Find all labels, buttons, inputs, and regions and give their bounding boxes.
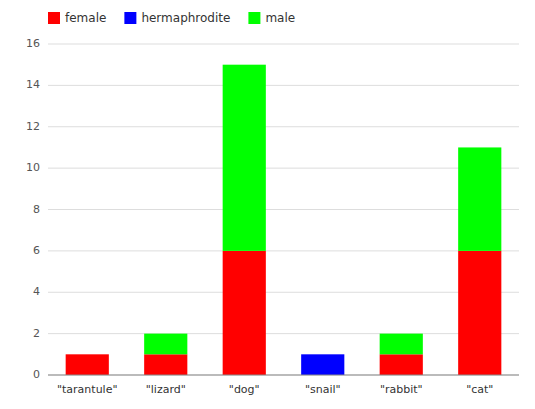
grid-line xyxy=(48,250,519,251)
chart: 0 2 4 6 8 10 12 14 16 "tarantule" "lizard" "dog" "sn… xyxy=(0,0,535,409)
bars xyxy=(66,65,502,375)
legend-label: hermaphrodite xyxy=(141,11,230,25)
bar-segment xyxy=(66,354,109,375)
y-tick-label: 0 xyxy=(33,368,40,381)
grid xyxy=(48,44,519,375)
bar-segment xyxy=(223,65,266,251)
grid-line xyxy=(48,44,519,45)
bar-segment xyxy=(458,147,501,250)
legend-swatch xyxy=(124,12,136,24)
y-tick-label: 12 xyxy=(26,120,40,133)
grid-line xyxy=(48,85,519,86)
chart-container: 0 2 4 6 8 10 12 14 16 "tarantule" "lizard" "dog" "sn… xyxy=(0,0,535,409)
grid-line xyxy=(48,168,519,169)
y-tick-label: 2 xyxy=(33,327,40,340)
legend-item: hermaphrodite xyxy=(124,11,230,25)
grid-line xyxy=(48,333,519,334)
x-tick-label: "lizard" xyxy=(146,383,186,396)
grid-line xyxy=(48,126,519,127)
x-tick-label: "cat" xyxy=(466,383,493,396)
bar-segment xyxy=(380,354,423,375)
legend-item: female xyxy=(48,11,106,25)
y-tick-label: 14 xyxy=(26,78,40,91)
x-tick-label: "rabbit" xyxy=(380,383,423,396)
y-tick-label: 10 xyxy=(26,161,40,174)
bar-segment xyxy=(66,354,109,355)
legend-swatch xyxy=(248,12,260,24)
y-tick-label: 4 xyxy=(33,285,40,298)
series xyxy=(301,354,344,375)
y-axis: 0 2 4 6 8 10 12 14 16 xyxy=(26,37,40,381)
bar-segment xyxy=(301,354,344,375)
legend-label: female xyxy=(65,11,106,25)
bar-segment xyxy=(144,354,187,375)
x-axis: "tarantule" "lizard" "dog" "snail" "rabbit" "… xyxy=(57,383,493,396)
legend-swatch xyxy=(48,12,60,24)
bar-segment xyxy=(144,334,187,355)
y-tick-label: 8 xyxy=(33,203,40,216)
legend-item: male xyxy=(248,11,295,25)
legend: female hermaphrodite male xyxy=(48,11,295,25)
bar-segment xyxy=(380,334,423,355)
grid-line xyxy=(48,375,519,376)
x-tick-label: "dog" xyxy=(229,383,260,396)
y-tick-label: 6 xyxy=(33,244,40,257)
x-axis-line xyxy=(48,375,519,376)
grid-line xyxy=(48,292,519,293)
x-tick-label: "snail" xyxy=(305,383,341,396)
bar-segment xyxy=(223,251,266,375)
legend-label: male xyxy=(265,11,295,25)
x-tick-label: "tarantule" xyxy=(57,383,118,396)
series xyxy=(144,65,501,355)
bar-segment xyxy=(458,251,501,375)
bar-segment xyxy=(301,354,344,355)
y-tick-label: 16 xyxy=(26,37,40,50)
bar-segment xyxy=(66,354,109,355)
series xyxy=(66,251,502,375)
grid-line xyxy=(48,209,519,210)
